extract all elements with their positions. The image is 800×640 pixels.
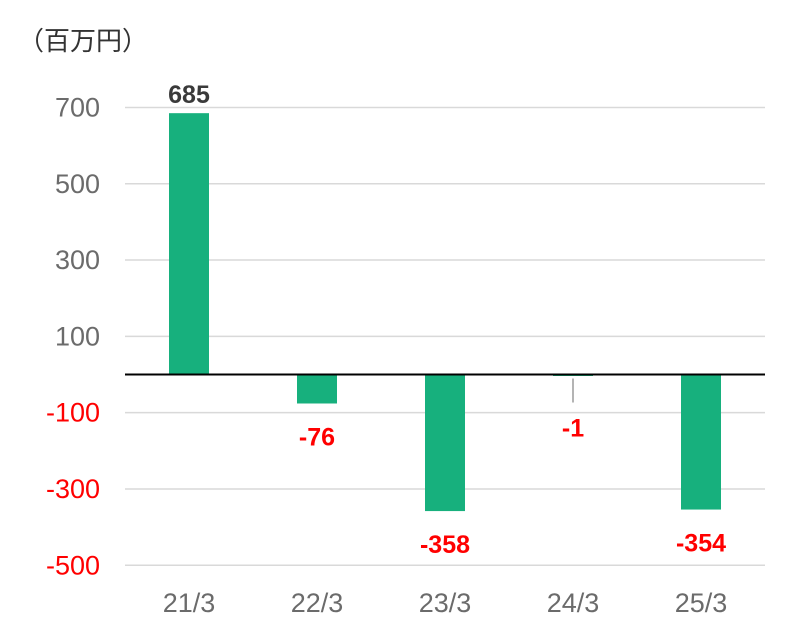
y-tick-label: -100 bbox=[46, 398, 100, 428]
y-tick-label: 100 bbox=[55, 321, 100, 351]
y-tick-label: 700 bbox=[55, 92, 100, 122]
data-label: 685 bbox=[168, 81, 210, 109]
bar-25-3 bbox=[681, 374, 721, 510]
bar-22-3 bbox=[297, 374, 337, 404]
x-tick-label: 25/3 bbox=[675, 588, 728, 618]
y-axis-ticks: 700 500 300 100 -100 -300 -500 bbox=[46, 92, 100, 580]
x-axis-ticks: 21/3 22/3 23/3 24/3 25/3 bbox=[163, 588, 728, 618]
bar-23-3 bbox=[425, 374, 465, 512]
data-label: -358 bbox=[420, 531, 470, 559]
y-tick-label: 500 bbox=[55, 169, 100, 199]
data-label: -1 bbox=[562, 415, 584, 443]
data-label: -76 bbox=[299, 423, 335, 451]
bar-21-3 bbox=[169, 113, 209, 375]
data-label: -354 bbox=[676, 530, 726, 558]
x-tick-label: 22/3 bbox=[291, 588, 344, 618]
x-tick-label: 23/3 bbox=[419, 588, 472, 618]
x-tick-label: 24/3 bbox=[547, 588, 600, 618]
y-tick-label: -300 bbox=[46, 474, 100, 504]
bars bbox=[169, 113, 721, 512]
unit-label: （百万円） bbox=[18, 27, 148, 57]
y-tick-label: -500 bbox=[46, 550, 100, 580]
x-tick-label: 21/3 bbox=[163, 588, 216, 618]
data-labels: 685 -76 -358 -1 -354 bbox=[168, 81, 726, 559]
y-tick-label: 300 bbox=[55, 245, 100, 275]
